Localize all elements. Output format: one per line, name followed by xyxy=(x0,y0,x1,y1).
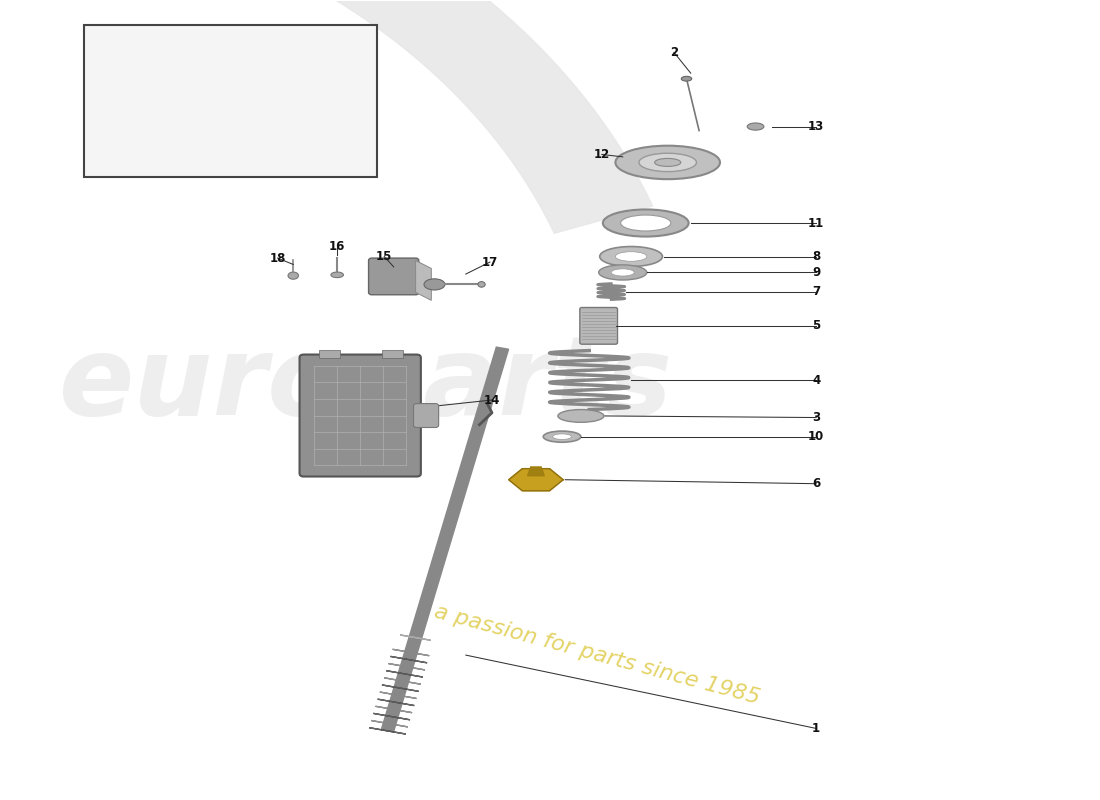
Polygon shape xyxy=(371,721,408,727)
Polygon shape xyxy=(373,714,410,720)
Ellipse shape xyxy=(600,246,662,266)
FancyBboxPatch shape xyxy=(368,258,419,294)
Polygon shape xyxy=(388,663,425,670)
Text: 9: 9 xyxy=(812,266,821,279)
Polygon shape xyxy=(319,350,340,358)
Text: 14: 14 xyxy=(484,394,500,406)
Ellipse shape xyxy=(477,282,485,287)
Polygon shape xyxy=(508,469,563,490)
Text: 13: 13 xyxy=(808,120,824,133)
Text: 15: 15 xyxy=(376,250,393,263)
Text: a passion for parts since 1985: a passion for parts since 1985 xyxy=(431,602,761,708)
Text: 4: 4 xyxy=(812,374,821,386)
Text: 5: 5 xyxy=(812,319,821,332)
Ellipse shape xyxy=(612,269,635,276)
Text: 17: 17 xyxy=(482,255,498,269)
Ellipse shape xyxy=(558,410,604,422)
Polygon shape xyxy=(400,635,431,640)
Text: 12: 12 xyxy=(594,148,609,161)
FancyBboxPatch shape xyxy=(299,354,421,477)
Text: 18: 18 xyxy=(270,251,286,265)
Polygon shape xyxy=(386,670,422,677)
Ellipse shape xyxy=(603,210,689,237)
Polygon shape xyxy=(393,650,429,656)
Ellipse shape xyxy=(424,279,444,290)
Polygon shape xyxy=(384,678,420,684)
Ellipse shape xyxy=(615,252,647,262)
Ellipse shape xyxy=(654,158,681,166)
Polygon shape xyxy=(379,692,417,698)
Ellipse shape xyxy=(620,215,671,231)
Text: 16: 16 xyxy=(329,240,345,253)
Ellipse shape xyxy=(598,265,647,280)
Ellipse shape xyxy=(747,123,763,130)
Polygon shape xyxy=(382,350,403,358)
Text: 10: 10 xyxy=(808,430,824,443)
Text: europarts: europarts xyxy=(59,330,673,438)
FancyBboxPatch shape xyxy=(84,26,377,177)
Text: 6: 6 xyxy=(812,478,821,490)
Polygon shape xyxy=(375,706,412,713)
Ellipse shape xyxy=(639,154,696,171)
Text: 11: 11 xyxy=(808,217,824,230)
Polygon shape xyxy=(382,347,508,732)
Text: 1: 1 xyxy=(812,722,821,735)
Polygon shape xyxy=(416,261,431,300)
Text: 7: 7 xyxy=(812,285,821,298)
Text: 8: 8 xyxy=(812,250,821,263)
Polygon shape xyxy=(528,467,544,476)
FancyBboxPatch shape xyxy=(580,307,617,344)
Text: 3: 3 xyxy=(812,411,821,424)
Ellipse shape xyxy=(331,272,343,278)
Polygon shape xyxy=(377,699,415,706)
Ellipse shape xyxy=(288,272,298,279)
Polygon shape xyxy=(382,685,419,691)
Ellipse shape xyxy=(681,76,692,81)
Ellipse shape xyxy=(615,146,720,179)
Ellipse shape xyxy=(552,434,572,439)
Text: 2: 2 xyxy=(670,46,678,59)
Polygon shape xyxy=(368,728,406,734)
Polygon shape xyxy=(390,657,427,663)
Polygon shape xyxy=(77,0,652,234)
FancyBboxPatch shape xyxy=(414,403,439,427)
Ellipse shape xyxy=(543,431,581,442)
